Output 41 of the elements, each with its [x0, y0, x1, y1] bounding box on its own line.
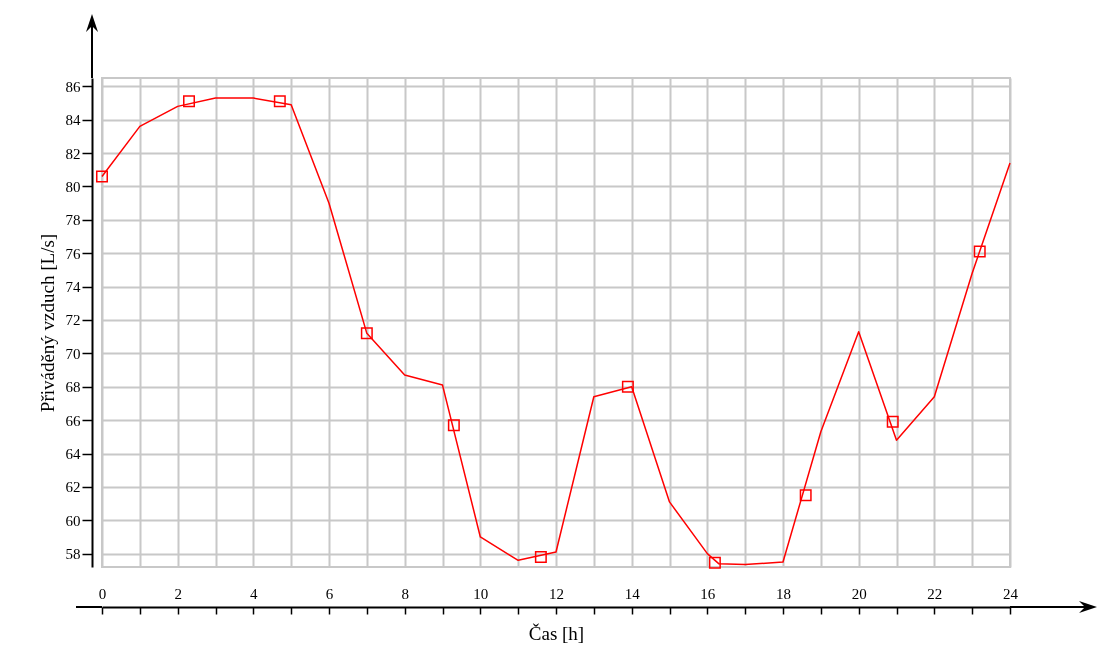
x-tick-label: 2: [174, 585, 182, 602]
x-tick-label: 16: [700, 585, 716, 602]
y-tick-label: 80: [65, 178, 81, 195]
y-tick-label: 86: [65, 78, 81, 95]
y-tick-label: 64: [65, 446, 81, 463]
y-tick-label: 60: [65, 512, 81, 529]
x-tick-label: 14: [624, 585, 641, 602]
point: [447, 419, 460, 432]
x-tick-label: 0: [98, 585, 107, 602]
y-tick-label: 66: [65, 412, 81, 429]
x-axis-title: Čas [h]: [528, 623, 585, 645]
point: [708, 556, 721, 569]
point: [621, 380, 634, 393]
x-tick-label: 12: [549, 585, 564, 602]
x-tick-label: 22: [927, 585, 943, 602]
x-tick-label: 24: [1003, 585, 1019, 602]
point: [183, 95, 196, 108]
x-tick-label: 20: [851, 585, 867, 602]
y-tick-label: 84: [65, 112, 81, 129]
y-axis-title: Přiváděný vzduch [L/s]: [36, 233, 58, 413]
y-tick-label: 78: [65, 212, 81, 229]
point: [799, 489, 812, 502]
y-tick-label: 68: [65, 379, 81, 396]
x-tick-label: 10: [473, 585, 489, 602]
y-tick-label: 76: [65, 245, 81, 262]
y-tick-label: 82: [65, 145, 81, 162]
y-tick-label: 70: [65, 345, 81, 362]
x-tick-label: 18: [776, 585, 791, 602]
x-tick-label: 6: [325, 585, 334, 602]
point: [96, 170, 108, 183]
point: [273, 95, 286, 108]
point: [534, 550, 547, 563]
point: [973, 245, 986, 258]
x-tick-label: 4: [250, 585, 259, 602]
y-tick-label: 74: [65, 279, 81, 296]
y-tick-label: 58: [65, 546, 81, 563]
point: [360, 327, 373, 340]
x-tick-label: 8: [401, 585, 409, 602]
point: [886, 415, 899, 428]
y-tick-label: 72: [65, 312, 81, 329]
y-tick-label: 62: [65, 479, 81, 496]
